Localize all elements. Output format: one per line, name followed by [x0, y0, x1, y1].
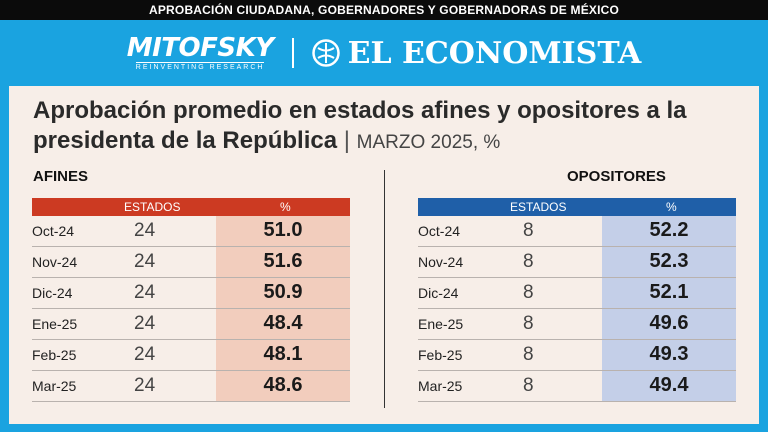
row-pct-value: 52.1: [649, 281, 689, 303]
row-pct-value: 51.6: [263, 250, 303, 272]
mitofsky-tagline: REINVENTING RESEARCH: [135, 62, 265, 71]
title-subtitle: MARZO 2025, %: [356, 132, 501, 153]
table-row: Ene-25 8 49.6: [418, 309, 736, 340]
row-estados-count: 24: [134, 251, 156, 272]
row-estados-count: 8: [523, 313, 534, 334]
col-header-pct: %: [280, 200, 291, 214]
afines-table: ESTADOS % Oct-24 24 51.0 Nov-24 24 51.6 Dic-24…: [32, 198, 350, 402]
pct-cell: 49.4: [602, 371, 736, 401]
col-header-estados: ESTADOS: [510, 200, 567, 214]
row-pct-value: 52.3: [649, 250, 689, 272]
table-row: Feb-25 24 48.1: [32, 340, 350, 371]
row-month: Nov-24: [418, 254, 464, 270]
row-month: Nov-24: [32, 254, 78, 270]
row-pct-value: 52.2: [649, 219, 689, 241]
brand-divider: [291, 38, 294, 68]
pct-cell: 51.0: [216, 216, 350, 246]
brand-bar: MITOFSKY REINVENTING RESEARCH EL ECONOMI…: [0, 20, 768, 86]
banner-text: APROBACIÓN CIUDADANA, GOBERNADORES Y GOB…: [148, 3, 620, 17]
pct-cell: 48.6: [216, 371, 350, 401]
top-banner: APROBACIÓN CIUDADANA, GOBERNADORES Y GOB…: [0, 0, 768, 20]
chart-title: Aprobación promedio en estados afines y …: [33, 96, 743, 158]
row-month: Feb-25: [418, 347, 463, 363]
row-pct-value: 48.6: [263, 374, 303, 396]
mitofsky-name: MITOFSKY: [126, 33, 274, 63]
row-estados-count: 24: [134, 344, 156, 365]
row-estados-count: 24: [134, 282, 156, 303]
pct-cell: 52.3: [602, 247, 736, 277]
row-month: Dic-24: [418, 285, 459, 301]
table-row: Dic-24 8 52.1: [418, 278, 736, 309]
opositores-label: OPOSITORES: [567, 168, 666, 185]
pct-cell: 48.1: [216, 340, 350, 370]
content-panel: Aprobación promedio en estados afines y …: [9, 86, 759, 424]
el-economista-logo: EL ECONOMISTA: [311, 35, 642, 71]
row-month: Ene-25: [418, 316, 464, 332]
pct-cell: 48.4: [216, 309, 350, 339]
row-pct-value: 50.9: [263, 281, 303, 303]
afines-table-header: ESTADOS %: [32, 198, 350, 216]
table-row: Oct-24 8 52.2: [418, 216, 736, 247]
row-estados-count: 24: [134, 220, 156, 241]
row-estados-count: 8: [523, 375, 534, 396]
economista-name: EL ECONOMISTA: [347, 35, 642, 71]
table-row: Mar-25 24 48.6: [32, 371, 350, 402]
title-separator: |: [343, 127, 350, 154]
globe-icon: [311, 39, 340, 67]
pct-cell: 50.9: [216, 278, 350, 308]
col-header-estados: ESTADOS: [124, 200, 181, 214]
pct-cell: 49.3: [602, 340, 736, 370]
pct-cell: 52.2: [602, 216, 736, 246]
row-pct-value: 48.4: [263, 312, 303, 334]
table-row: Ene-25 24 48.4: [32, 309, 350, 340]
row-estados-count: 24: [134, 313, 156, 334]
row-estados-count: 8: [523, 220, 534, 241]
row-estados-count: 8: [523, 344, 534, 365]
pct-cell: 52.1: [602, 278, 736, 308]
pct-cell: 49.6: [602, 309, 736, 339]
table-row: Mar-25 8 49.4: [418, 371, 736, 402]
row-estados-count: 8: [523, 251, 534, 272]
title-main: Aprobación promedio en estados afines y …: [33, 97, 687, 154]
opositores-table-header: ESTADOS %: [418, 198, 736, 216]
table-row: Nov-24 24 51.6: [32, 247, 350, 278]
row-estados-count: 8: [523, 282, 534, 303]
row-month: Oct-24: [32, 223, 75, 239]
table-row: Oct-24 24 51.0: [32, 216, 350, 247]
row-pct-value: 49.3: [649, 343, 689, 365]
row-month: Dic-24: [32, 285, 73, 301]
row-month: Feb-25: [32, 347, 77, 363]
table-row: Feb-25 8 49.3: [418, 340, 736, 371]
group-divider: [384, 170, 385, 408]
col-header-pct: %: [666, 200, 677, 214]
table-row: Dic-24 24 50.9: [32, 278, 350, 309]
row-estados-count: 24: [134, 375, 156, 396]
row-pct-value: 49.6: [649, 312, 689, 334]
opositores-table: ESTADOS % Oct-24 8 52.2 Nov-24 8 52.3 Dic-24 8 5…: [418, 198, 736, 402]
row-month: Mar-25: [418, 378, 463, 394]
mitofsky-logo: MITOFSKY REINVENTING RESEARCH: [127, 35, 274, 71]
row-month: Ene-25: [32, 316, 78, 332]
row-pct-value: 48.1: [263, 343, 303, 365]
pct-cell: 51.6: [216, 247, 350, 277]
afines-label: AFINES: [33, 168, 89, 185]
row-month: Mar-25: [32, 378, 77, 394]
table-row: Nov-24 8 52.3: [418, 247, 736, 278]
row-month: Oct-24: [418, 223, 461, 239]
row-pct-value: 49.4: [649, 374, 689, 396]
row-pct-value: 51.0: [263, 219, 303, 241]
